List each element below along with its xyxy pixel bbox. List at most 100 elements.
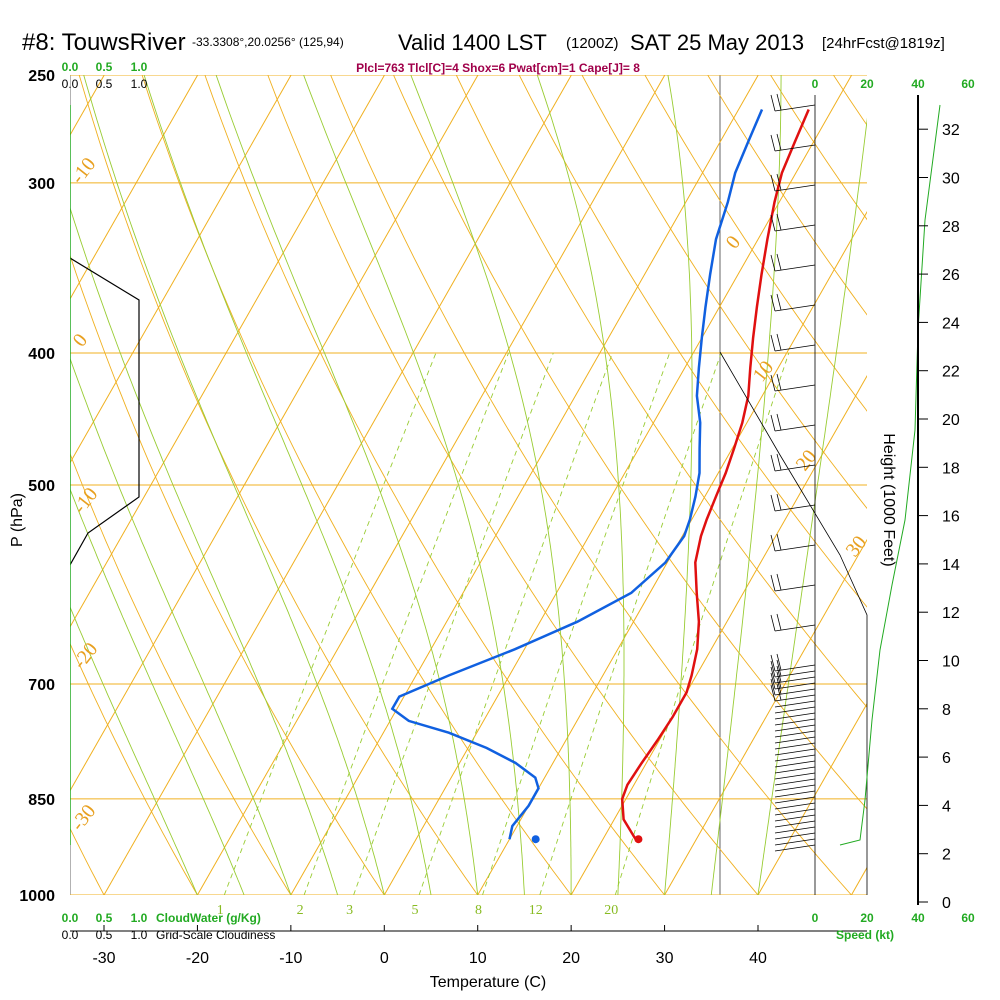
temperature-tick-label: 20 — [562, 950, 580, 967]
mixing-ratio-line — [482, 352, 671, 895]
cloudiness-title: Grid-Scale Cloudiness — [156, 928, 275, 942]
wind-barb-flag — [770, 678, 776, 696]
speed-bottom-label: 0 — [812, 911, 819, 925]
isotherm-line — [103, 75, 572, 895]
dry-adiabat-line — [70, 827, 105, 895]
wind-barb — [774, 832, 816, 840]
height-tick-label: 18 — [942, 460, 960, 477]
wind-barb — [774, 464, 816, 472]
dry-adiabat-line — [769, 75, 867, 221]
dry-adiabat-line — [393, 75, 867, 810]
wind-barb-flag — [770, 672, 776, 690]
moist-adiabat-line — [70, 605, 198, 895]
mixing-ratio-label: 1 — [217, 903, 224, 918]
wind-barb — [774, 748, 816, 756]
pressure-tick-label: 700 — [28, 677, 55, 694]
wind-barb — [774, 808, 816, 816]
pressure-tick-label: 850 — [28, 792, 55, 809]
height-tick-label: 0 — [942, 895, 951, 912]
terrain-boundary — [719, 351, 868, 895]
height-axis-title: Height (1000 Feet) — [880, 433, 897, 566]
speed-top-label: 60 — [961, 77, 975, 91]
wind-barb-flag — [776, 653, 782, 671]
cloud-top-black-label: 0.5 — [96, 77, 113, 91]
wind-barb-flag — [776, 671, 782, 689]
wind-barb-flag — [770, 666, 776, 684]
isotherm-label: 20 — [792, 446, 822, 475]
wind-barb — [774, 736, 816, 744]
wind-barb — [774, 384, 816, 392]
mixing-ratio-line — [303, 352, 509, 895]
wind-barb-flag — [776, 333, 782, 351]
mixing-ratio-label: 2 — [297, 903, 304, 918]
isotherm-line — [0, 51, 25, 924]
isotherm-label: 10 — [749, 357, 779, 386]
height-tick-label: 6 — [942, 750, 951, 767]
wind-barb — [774, 802, 816, 810]
cloud-bottom-black-label: 1.0 — [131, 928, 148, 942]
wind-barb — [774, 784, 816, 792]
temperature-tick-label: 10 — [469, 950, 487, 967]
wind-barb — [774, 584, 816, 592]
cloud-top-green-label: 0.0 — [62, 60, 79, 74]
wind-barb — [774, 682, 816, 690]
wind-barb — [774, 826, 816, 834]
moist-adiabat-line — [83, 75, 385, 895]
cloudiness-profile — [70, 257, 140, 566]
height-tick-label: 8 — [942, 702, 951, 719]
thermo-grid — [0, 51, 867, 924]
temperature-tick-label: 0 — [380, 950, 389, 967]
isotherm-line — [477, 211, 867, 895]
wind-barb-flag — [770, 654, 776, 672]
wind-barb-flag — [770, 494, 776, 512]
wind-barb — [774, 754, 816, 762]
height-tick-label: 16 — [942, 509, 960, 526]
wind-barb-flag — [770, 94, 776, 112]
wind-barb-flag — [770, 214, 776, 232]
mixing-ratio-line — [223, 352, 437, 895]
x-axis-title: Temperature (C) — [430, 974, 546, 991]
y-axis-title: P (hPa) — [9, 493, 26, 547]
wind-barb-flag — [776, 659, 782, 677]
dry-adiabat-line — [581, 75, 867, 510]
wind-barb-flag — [770, 254, 776, 272]
height-tick-label: 4 — [942, 798, 951, 815]
isotherm-label: 0 — [722, 232, 745, 253]
isotherm-line — [70, 75, 199, 301]
wind-barb — [774, 688, 816, 696]
moist-adiabat-line — [215, 75, 479, 895]
cloud-top-green-label: 1.0 — [131, 60, 148, 74]
wind-barb-flag — [770, 414, 776, 432]
wind-barb-flag — [776, 453, 782, 471]
height-tick-label: 32 — [942, 122, 960, 139]
dry-adiabat-line — [204, 75, 666, 895]
pressure-tick-label: 400 — [28, 346, 55, 363]
wind-barb — [774, 544, 816, 552]
cloud-bottom-green-label: 0.5 — [96, 911, 113, 925]
wind-barb-flag — [770, 134, 776, 152]
dry-adiabat-line — [78, 75, 479, 895]
stability-indices: Plcl=763 Tlcl[C]=4 Shox=6 Pwat[cm]=1 Cap… — [356, 61, 640, 75]
station-coords: -33.3308°,20.0256° (125,94) — [192, 35, 344, 49]
surface-temperature-point — [634, 835, 643, 844]
dewpoint-profile — [390, 109, 764, 840]
wind-barb — [774, 796, 816, 804]
wind-barb — [774, 224, 816, 232]
wind-barb — [774, 694, 816, 702]
wind-barb — [774, 778, 816, 786]
dry-adiabat-line — [455, 75, 867, 708]
moist-adiabat-line — [143, 75, 432, 895]
wind-barb-flag — [770, 660, 776, 678]
moist-adiabat-line — [70, 357, 292, 895]
wind-barb — [774, 504, 816, 512]
cloud-top-black-label: 1.0 — [131, 77, 148, 91]
height-tick-label: 28 — [942, 219, 960, 236]
temperature-tick-label: 30 — [656, 950, 674, 967]
wind-barb — [774, 772, 816, 780]
cloudwater-title: CloudWater (g/Kg) — [156, 911, 261, 925]
dry-adiabat-line — [644, 75, 867, 412]
height-tick-label: 10 — [942, 654, 960, 671]
isotherm-label: -30 — [67, 801, 101, 836]
wind-barb-flag — [776, 133, 782, 151]
wind-barb — [774, 184, 816, 192]
